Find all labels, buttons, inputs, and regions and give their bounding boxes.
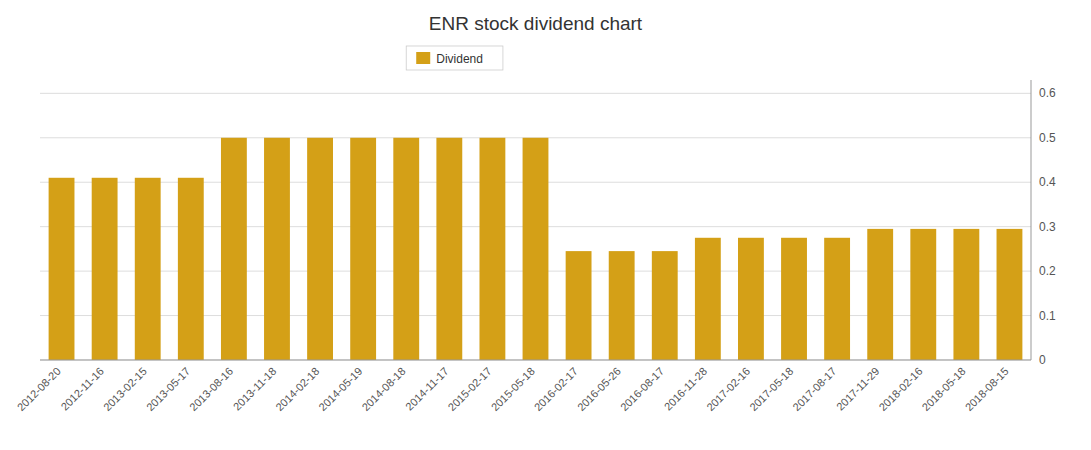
- x-tick-label: 2012-08-20: [15, 365, 63, 413]
- x-tick-label: 2014-11-17: [403, 365, 451, 413]
- grid-line: [40, 360, 1031, 361]
- chart: ENR stock dividend chart 0 0.1 0.2 0.3 0.4 0.5…: [0, 0, 1091, 450]
- title: ENR stock dividend chart: [429, 13, 643, 34]
- x-tick-label: 2018-08-15: [963, 365, 1011, 413]
- bar: [781, 238, 807, 360]
- x-tick-label: 2012-11-16: [58, 365, 106, 413]
- bar: [178, 178, 204, 360]
- bar: [264, 138, 290, 360]
- x-tick-label: 2016-08-17: [618, 365, 666, 413]
- bar: [393, 138, 419, 360]
- x-tick-label: 2013-05-17: [144, 365, 192, 413]
- x-tick-label: 2013-02-15: [101, 365, 149, 413]
- x-tick-label: 2018-02-16: [876, 365, 924, 413]
- x-tick-label: 2017-02-16: [704, 365, 752, 413]
- bar: [609, 251, 635, 360]
- x-tick-label: 2016-02-17: [532, 365, 580, 413]
- bar: [436, 138, 462, 360]
- bar: [221, 138, 247, 360]
- x-tick-label: 2016-11-28: [662, 365, 710, 413]
- grid-line: [40, 93, 1031, 94]
- x-tick-label: 2017-11-29: [834, 365, 882, 413]
- x-tick-label: 2014-02-18: [273, 365, 321, 413]
- x-tick-label: 2017-08-17: [790, 365, 838, 413]
- bar: [307, 138, 333, 360]
- bar: [479, 138, 505, 360]
- legend-label: Dividend: [436, 52, 483, 66]
- bar: [695, 238, 721, 360]
- legend-swatch: [416, 52, 430, 64]
- x-tick-label: 2016-05-26: [575, 365, 623, 413]
- x-tick-label: 2013-08-16: [187, 365, 235, 413]
- bar: [824, 238, 850, 360]
- y-tick-label: 0.5: [1039, 131, 1056, 145]
- bar: [910, 229, 936, 360]
- bar: [652, 251, 678, 360]
- bar: [350, 138, 376, 360]
- y-tick-label: 0.4: [1039, 175, 1056, 189]
- y-tick-label: 0.3: [1039, 220, 1056, 234]
- legend: Dividend: [406, 46, 503, 70]
- bar: [92, 178, 118, 360]
- bar: [867, 229, 893, 360]
- bar: [49, 178, 75, 360]
- bars: [49, 138, 1023, 360]
- x-tick-label: 2015-02-17: [446, 365, 494, 413]
- y-tick-label: 0.6: [1039, 86, 1056, 100]
- x-tick-label: 2018-05-18: [920, 365, 968, 413]
- x-tick-label: 2017-05-18: [747, 365, 795, 413]
- x-tick-label: 2014-08-18: [359, 365, 407, 413]
- grid: [40, 93, 1031, 360]
- bar: [738, 238, 764, 360]
- bar: [953, 229, 979, 360]
- x-tick-label: 2014-05-19: [316, 365, 364, 413]
- bar: [997, 229, 1023, 360]
- bar: [135, 178, 161, 360]
- x-axis-line: [40, 360, 1031, 361]
- y-tick-label: 0.2: [1039, 264, 1056, 278]
- y-tick-label: 0: [1039, 353, 1046, 367]
- bar: [523, 138, 549, 360]
- legend-frame: [406, 46, 503, 70]
- x-tick-label: 2013-11-18: [231, 365, 279, 413]
- x-tick-label: 2015-05-18: [489, 365, 537, 413]
- y-tick-label: 0.1: [1039, 309, 1056, 323]
- y-axis-line: [1031, 80, 1032, 360]
- bar: [566, 251, 592, 360]
